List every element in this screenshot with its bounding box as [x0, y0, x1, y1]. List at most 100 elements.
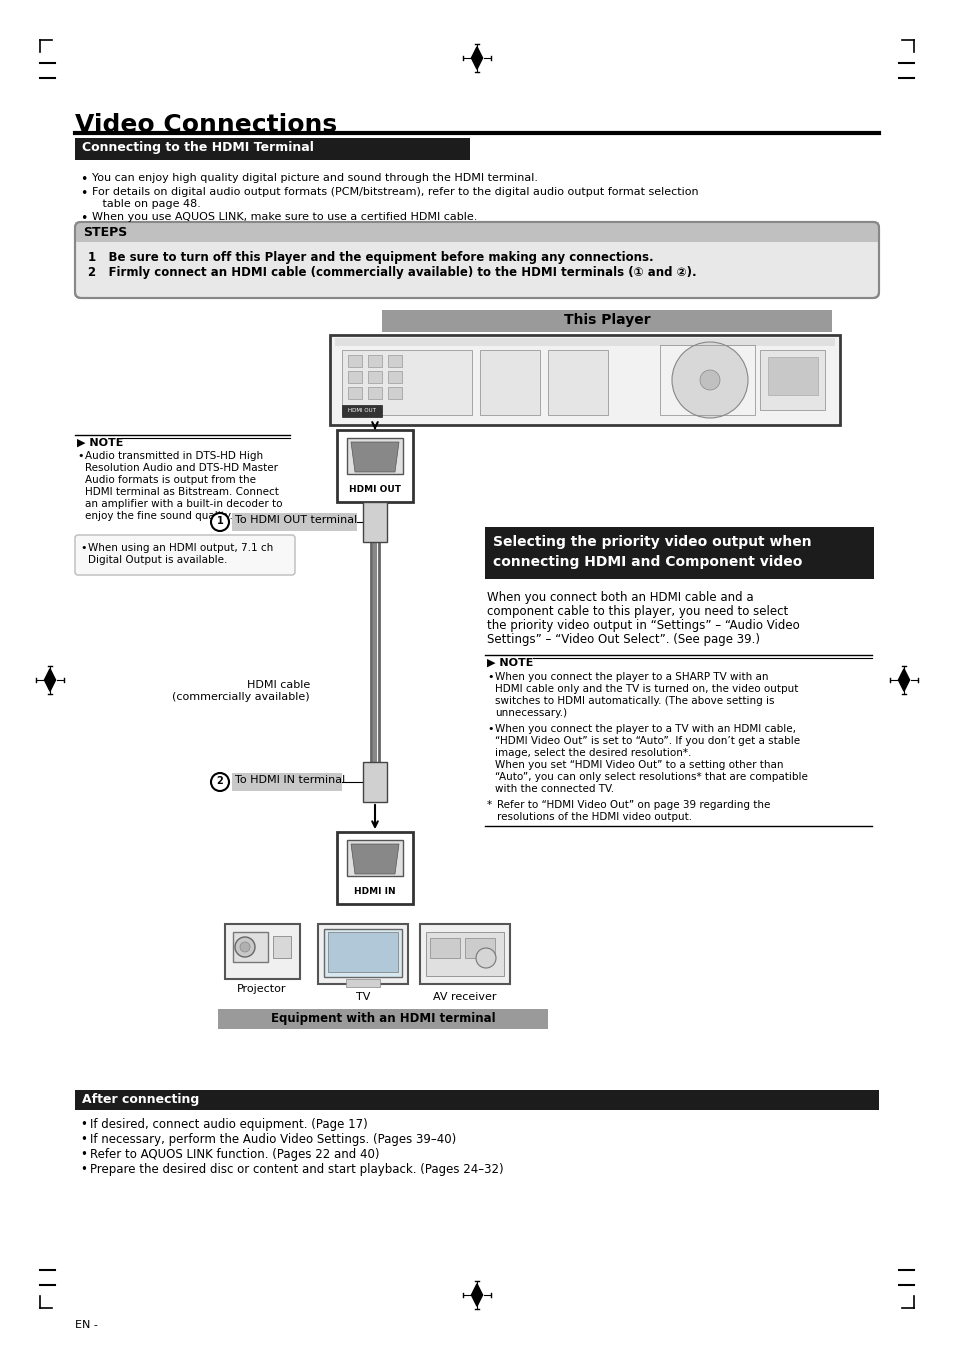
Text: *: *: [486, 799, 492, 810]
Text: AV receiver: AV receiver: [433, 992, 497, 1002]
Bar: [347, 438, 402, 474]
Bar: [347, 840, 402, 876]
Bar: [348, 355, 361, 367]
Polygon shape: [898, 669, 908, 692]
Text: Video Connections: Video Connections: [75, 113, 336, 137]
Bar: [225, 923, 299, 979]
Text: Equipment with an HDMI terminal: Equipment with an HDMI terminal: [271, 1012, 495, 1024]
Text: Resolution Audio and DTS-HD Master: Resolution Audio and DTS-HD Master: [85, 462, 277, 473]
Text: •: •: [80, 1134, 87, 1146]
Text: an amplifier with a built-in decoder to: an amplifier with a built-in decoder to: [85, 499, 282, 510]
Bar: [75, 222, 878, 243]
Bar: [363, 501, 387, 542]
Text: Refer to “HDMI Video Out” on page 39 regarding the: Refer to “HDMI Video Out” on page 39 reg…: [497, 799, 770, 810]
Text: resolutions of the HDMI video output.: resolutions of the HDMI video output.: [497, 811, 691, 822]
Text: •: •: [80, 187, 88, 200]
Text: Audio transmitted in DTS-HD High: Audio transmitted in DTS-HD High: [85, 452, 263, 461]
Text: After connecting: After connecting: [82, 1093, 199, 1105]
Bar: [388, 387, 401, 399]
Text: ▶ NOTE: ▶ NOTE: [77, 438, 123, 448]
Text: “HDMI Video Out” is set to “Auto”. If you don’t get a stable: “HDMI Video Out” is set to “Auto”. If yo…: [495, 736, 800, 745]
Bar: [659, 345, 754, 415]
Text: “Auto”, you can only select resolutions* that are compatible: “Auto”, you can only select resolutions*…: [495, 772, 807, 782]
Text: •: •: [486, 673, 493, 682]
Bar: [324, 929, 401, 977]
Bar: [232, 772, 341, 791]
Text: the priority video output in “Settings” – “Audio Video: the priority video output in “Settings” …: [486, 619, 799, 632]
Text: You can enjoy high quality digital picture and sound through the HDMI terminal.: You can enjoy high quality digital pictu…: [91, 173, 537, 183]
Text: Digital Output is available.: Digital Output is available.: [88, 555, 227, 565]
Text: Projector: Projector: [237, 984, 287, 993]
Bar: [341, 404, 381, 417]
Text: Selecting the priority video output when: Selecting the priority video output when: [493, 535, 811, 549]
Circle shape: [211, 514, 229, 531]
Bar: [760, 350, 824, 410]
Bar: [75, 1091, 878, 1109]
Text: This Player: This Player: [563, 313, 650, 328]
Circle shape: [211, 772, 229, 791]
Circle shape: [671, 342, 747, 418]
Bar: [75, 137, 470, 160]
Bar: [233, 931, 268, 962]
Bar: [232, 514, 356, 531]
Text: Settings” – “Video Out Select”. (See page 39.): Settings” – “Video Out Select”. (See pag…: [486, 634, 760, 646]
Bar: [348, 387, 361, 399]
Text: To HDMI IN terminal: To HDMI IN terminal: [234, 775, 345, 785]
Bar: [273, 936, 291, 958]
Bar: [328, 931, 397, 972]
Text: HDMI cable only and the TV is turned on, the video output: HDMI cable only and the TV is turned on,…: [495, 683, 798, 694]
Text: Connecting to the HDMI Terminal: Connecting to the HDMI Terminal: [82, 142, 314, 154]
Text: Prepare the desired disc or content and start playback. (Pages 24–32): Prepare the desired disc or content and …: [90, 1163, 503, 1175]
Circle shape: [476, 948, 496, 968]
Circle shape: [700, 369, 720, 390]
Polygon shape: [351, 844, 398, 874]
Bar: [430, 938, 459, 958]
Bar: [368, 355, 381, 367]
Bar: [335, 338, 834, 346]
Bar: [484, 527, 873, 580]
Text: If desired, connect audio equipment. (Page 17): If desired, connect audio equipment. (Pa…: [90, 1117, 367, 1131]
Text: •: •: [80, 212, 88, 225]
Text: •: •: [486, 724, 493, 735]
Bar: [464, 938, 495, 958]
Text: connecting HDMI and Component video: connecting HDMI and Component video: [493, 555, 801, 569]
Bar: [388, 371, 401, 383]
Bar: [336, 832, 413, 905]
Text: component cable to this player, you need to select: component cable to this player, you need…: [486, 605, 787, 617]
Bar: [346, 979, 379, 987]
Bar: [317, 923, 408, 984]
Bar: [479, 350, 539, 415]
Polygon shape: [351, 442, 398, 472]
Circle shape: [234, 937, 254, 957]
FancyBboxPatch shape: [75, 222, 878, 298]
Text: To HDMI OUT terminal: To HDMI OUT terminal: [234, 515, 356, 524]
Bar: [330, 336, 840, 425]
Text: Refer to AQUOS LINK function. (Pages 22 and 40): Refer to AQUOS LINK function. (Pages 22 …: [90, 1148, 379, 1161]
Text: When you connect both an HDMI cable and a: When you connect both an HDMI cable and …: [486, 590, 753, 604]
Bar: [426, 931, 503, 976]
Text: •: •: [80, 1163, 87, 1175]
Circle shape: [240, 942, 250, 952]
Bar: [547, 350, 607, 415]
Text: When using an HDMI output, 7.1 ch: When using an HDMI output, 7.1 ch: [88, 543, 273, 553]
Text: enjoy the fine sound quality.: enjoy the fine sound quality.: [85, 511, 233, 520]
Text: switches to HDMI automatically. (The above setting is: switches to HDMI automatically. (The abo…: [495, 696, 774, 706]
Text: •: •: [80, 543, 87, 553]
Bar: [363, 762, 387, 802]
Text: For details on digital audio output formats (PCM/bitstream), refer to the digita: For details on digital audio output form…: [91, 187, 698, 209]
Text: unnecessary.): unnecessary.): [495, 708, 566, 718]
Text: 1   Be sure to turn off this Player and the equipment before making any connecti: 1 Be sure to turn off this Player and th…: [88, 251, 653, 264]
Text: TV: TV: [355, 992, 370, 1002]
Bar: [368, 371, 381, 383]
Bar: [368, 387, 381, 399]
Text: If necessary, perform the Audio Video Settings. (Pages 39–40): If necessary, perform the Audio Video Se…: [90, 1134, 456, 1146]
Bar: [348, 371, 361, 383]
Polygon shape: [45, 669, 55, 692]
Text: ▶ NOTE: ▶ NOTE: [486, 658, 533, 669]
Bar: [341, 350, 472, 415]
Text: Audio formats is output from the: Audio formats is output from the: [85, 474, 255, 485]
Text: HDMI terminal as Bitstream. Connect: HDMI terminal as Bitstream. Connect: [85, 487, 278, 497]
Text: STEPS: STEPS: [83, 226, 127, 239]
Text: HDMI IN: HDMI IN: [354, 887, 395, 896]
Text: 2   Firmly connect an HDMI cable (commercially available) to the HDMI terminals : 2 Firmly connect an HDMI cable (commerci…: [88, 266, 696, 279]
